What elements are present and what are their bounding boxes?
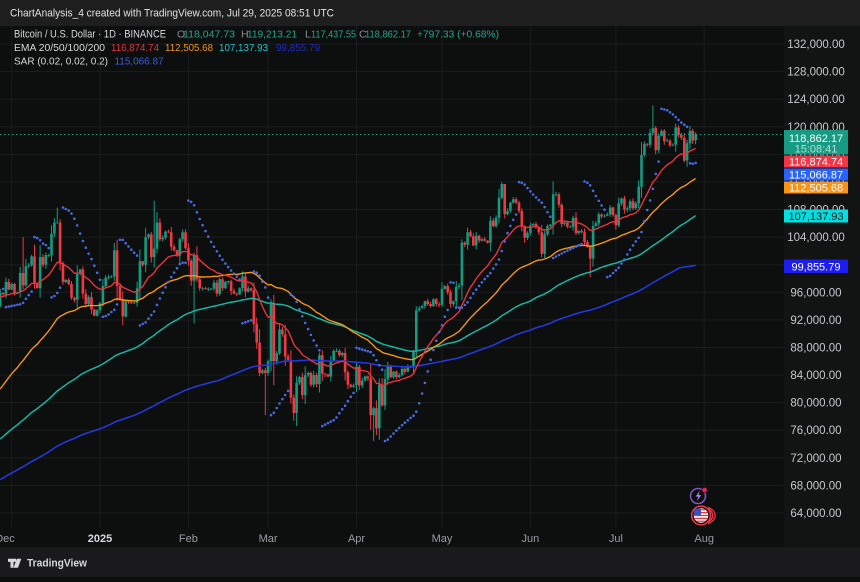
svg-text:118,862.17: 118,862.17 [365, 29, 411, 41]
svg-text:May: May [432, 533, 453, 545]
svg-text:2025: 2025 [88, 533, 112, 545]
svg-text:115,066.87: 115,066.87 [789, 170, 843, 182]
svg-text:116,874.74: 116,874.74 [111, 42, 159, 54]
svg-text:72,000.00: 72,000.00 [790, 453, 841, 465]
svg-text:84,000.00: 84,000.00 [790, 370, 841, 382]
svg-text:107,137.93: 107,137.93 [788, 211, 843, 223]
svg-text:ChartAnalysis_4 created with T: ChartAnalysis_4 created with TradingView… [10, 7, 334, 19]
svg-text:Feb: Feb [179, 533, 198, 545]
svg-text:Mar: Mar [259, 533, 278, 545]
svg-text:Aug: Aug [694, 533, 714, 545]
svg-text:112,505.68: 112,505.68 [789, 183, 843, 195]
svg-text:96,000.00: 96,000.00 [790, 287, 841, 299]
svg-text:99,855.79: 99,855.79 [792, 261, 841, 273]
svg-text:117,437.55: 117,437.55 [311, 29, 356, 41]
svg-text:TradingView: TradingView [27, 558, 87, 570]
svg-text:124,000.00: 124,000.00 [787, 94, 845, 106]
svg-text:68,000.00: 68,000.00 [790, 480, 841, 492]
svg-text:116,874.74: 116,874.74 [789, 157, 843, 169]
svg-text:L: L [305, 29, 311, 41]
svg-text:104,000.00: 104,000.00 [787, 232, 845, 244]
svg-text:C: C [359, 29, 367, 41]
svg-text:O: O [177, 29, 185, 41]
svg-text:80,000.00: 80,000.00 [790, 398, 841, 410]
svg-text:EMA 20/50/100/200: EMA 20/50/100/200 [14, 42, 105, 54]
svg-text:H: H [241, 29, 249, 41]
svg-text:Bitcoin / U.S. Dollar · 1D · B: Bitcoin / U.S. Dollar · 1D · BINANCE [14, 29, 166, 41]
svg-text:SAR (0.02, 0.02, 0.2): SAR (0.02, 0.02, 0.2) [14, 56, 108, 68]
svg-text:118,047.73: 118,047.73 [183, 29, 235, 41]
svg-text:107,137.93: 107,137.93 [219, 42, 268, 54]
svg-text:Apr: Apr [348, 533, 365, 545]
svg-text:15:08:41: 15:08:41 [795, 144, 838, 156]
svg-text:92,000.00: 92,000.00 [790, 315, 841, 327]
svg-text:+797.33 (+0.68%): +797.33 (+0.68%) [417, 29, 499, 41]
svg-text:112,505.68: 112,505.68 [165, 42, 213, 54]
svg-text:76,000.00: 76,000.00 [790, 425, 841, 437]
svg-text:Jun: Jun [522, 533, 540, 545]
svg-text:88,000.00: 88,000.00 [790, 343, 841, 355]
svg-text:99,855.79: 99,855.79 [276, 42, 320, 54]
svg-text:132,000.00: 132,000.00 [787, 39, 845, 51]
svg-text:128,000.00: 128,000.00 [787, 67, 845, 79]
svg-text:Dec: Dec [0, 533, 15, 545]
svg-text:115,066.87: 115,066.87 [115, 56, 164, 68]
svg-text:64,000.00: 64,000.00 [790, 508, 841, 520]
svg-text:119,213.21: 119,213.21 [247, 29, 297, 41]
svg-text:Jul: Jul [609, 533, 623, 545]
svg-text:118,862.17: 118,862.17 [789, 133, 843, 145]
